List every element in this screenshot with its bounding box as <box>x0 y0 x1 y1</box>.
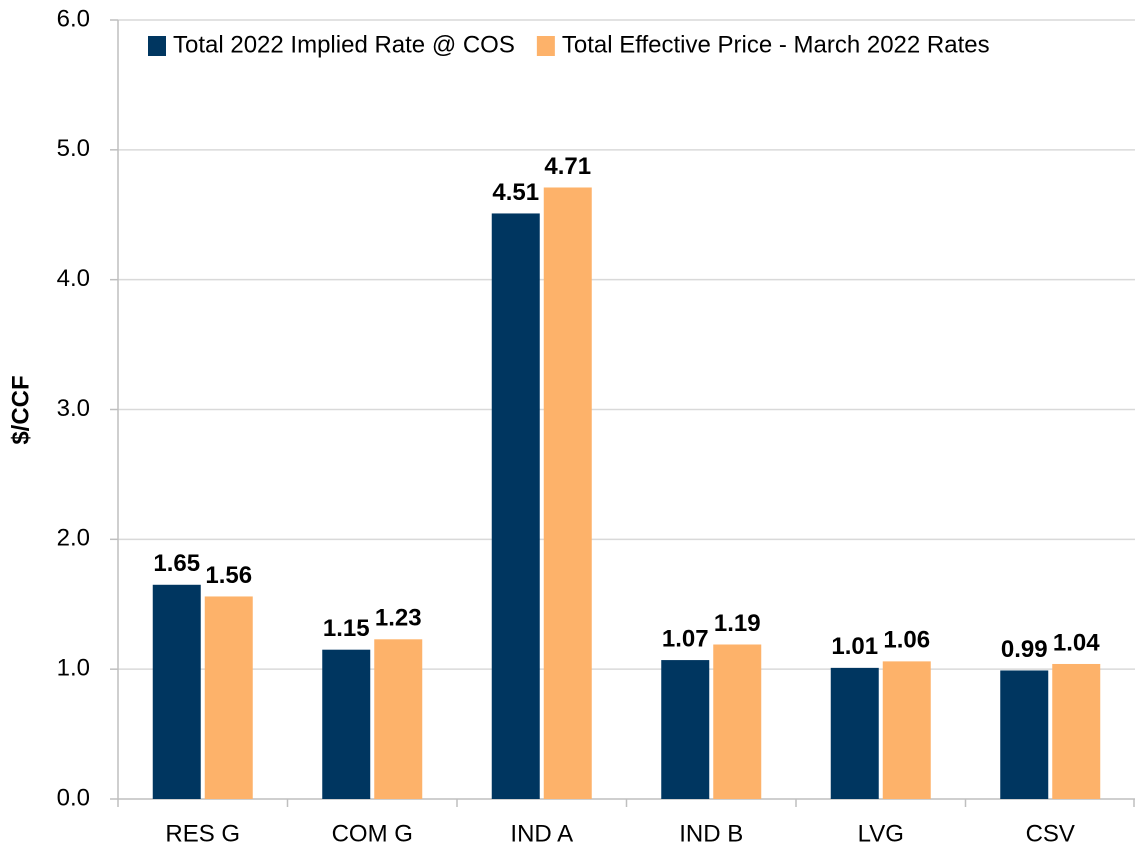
data-label: 1.06 <box>883 627 930 654</box>
x-tick-label: IND A <box>510 820 573 847</box>
bar <box>713 644 762 799</box>
y-tick-label: 6.0 <box>57 5 90 32</box>
legend-swatch <box>148 36 166 56</box>
data-label: 4.71 <box>544 153 591 180</box>
bar <box>152 584 201 799</box>
bar <box>1052 663 1101 799</box>
x-tick-label: IND B <box>679 820 743 847</box>
x-tick-label: LVG <box>858 820 904 847</box>
bar <box>322 649 371 799</box>
data-label: 0.99 <box>1001 636 1048 663</box>
bar <box>830 667 879 799</box>
data-label: 1.07 <box>662 625 709 652</box>
data-label: 1.23 <box>375 605 422 632</box>
bar <box>543 187 592 800</box>
bar <box>374 639 423 799</box>
y-tick-label: 1.0 <box>57 655 90 682</box>
bar <box>1000 670 1049 799</box>
data-label: 4.51 <box>492 179 539 206</box>
x-tick-label: RES G <box>165 820 240 847</box>
data-label: 1.56 <box>205 562 252 589</box>
y-axis-label: $/CCF <box>7 375 34 444</box>
y-tick-label: 5.0 <box>57 135 90 162</box>
bar <box>204 596 253 799</box>
legend-label: Total Effective Price - March 2022 Rates <box>562 31 990 58</box>
bar <box>491 213 540 799</box>
y-tick-label: 4.0 <box>57 265 90 292</box>
y-tick-label: 3.0 <box>57 395 90 422</box>
data-label: 1.65 <box>153 550 200 577</box>
legend-label: Total 2022 Implied Rate @ COS <box>173 31 515 58</box>
x-tick-label: COM G <box>332 820 413 847</box>
legend-swatch <box>536 36 555 56</box>
y-tick-label: 0.0 <box>57 784 90 811</box>
data-label: 1.19 <box>714 610 761 637</box>
bar <box>661 660 710 799</box>
x-tick-label: CSV <box>1026 820 1075 847</box>
y-tick-label: 2.0 <box>57 525 90 552</box>
bar <box>882 661 931 799</box>
data-label: 1.04 <box>1053 629 1100 656</box>
data-label: 1.15 <box>323 615 370 642</box>
data-label: 1.01 <box>831 633 878 660</box>
